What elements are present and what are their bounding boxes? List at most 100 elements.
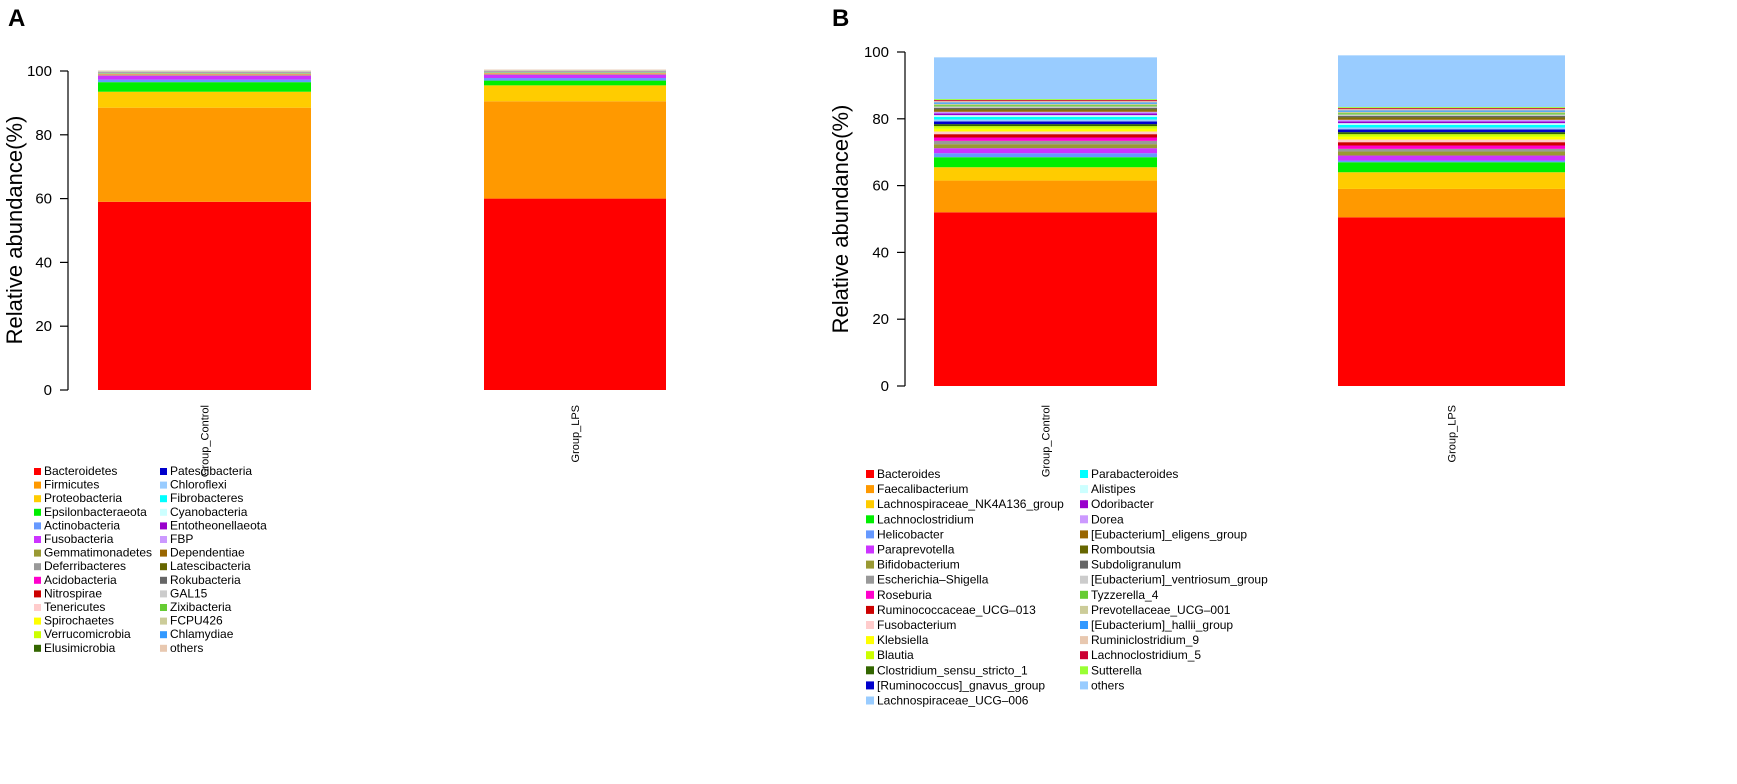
panel-b-bar-segment	[1338, 121, 1565, 124]
panel-b-bar-segment	[934, 137, 1157, 141]
panel-b-legend-label: [Eubacterium]_ventriosum_group	[1091, 573, 1268, 587]
panel-b-legend-label: Roseburia	[877, 588, 932, 602]
panel-b-legend-swatch	[866, 515, 874, 524]
panel-a-category-label: Group_Control	[200, 405, 212, 477]
panel-a-legend-swatch	[34, 604, 41, 611]
panel-a-legend-label: Chlamydiae	[170, 627, 234, 641]
panel-b-chart: 0 20 40 60 80 100 Group_Control Group_LPS Bacter…	[864, 44, 1565, 708]
panel-b-legend-label: Faecalibacterium	[877, 482, 968, 496]
panel-b-legend-label: Fusobacterium	[877, 618, 956, 632]
panel-b-legend-label: [Eubacterium]_hallii_group	[1091, 618, 1233, 632]
panel-a-bar-segment	[98, 70, 311, 72]
panel-b-legend-swatch	[1080, 575, 1088, 584]
panel-b-bar-segment	[1338, 110, 1565, 112]
panel-a-legend-swatch	[160, 617, 167, 625]
panel-b-legend-swatch	[866, 681, 874, 690]
panel-b-bar-segment	[934, 102, 1157, 104]
panel-a-legend-swatch	[34, 522, 41, 530]
panel-a-legend-label: Firmicutes	[44, 478, 99, 492]
panel-a-legend-swatch	[34, 576, 41, 584]
panel-a-legend-label: Latescibacteria	[170, 559, 251, 573]
panel-a-legend-label: Verrucomicrobia	[44, 627, 131, 641]
panel-b-legend-swatch	[1080, 530, 1088, 539]
panel-b-bar-segment	[1338, 124, 1565, 128]
panel-a-legend-label: FCPU426	[170, 614, 223, 628]
panel-b-legend-swatch	[1080, 636, 1088, 645]
panel-b-bar-segment	[1338, 113, 1565, 115]
panel-b-category-label: Group_LPS	[1447, 405, 1459, 462]
panel-b-legend-swatch	[1080, 590, 1088, 599]
panel-b-y-tick-label: 0	[881, 378, 889, 395]
panel-b-legend-swatch	[1080, 545, 1088, 554]
panel-b-bar-segment	[934, 157, 1157, 168]
panel-a-legend-swatch	[34, 481, 41, 489]
panel-a-legend-swatch	[160, 563, 167, 571]
panel-b-legend-swatch	[866, 560, 874, 569]
panel-a-legend-swatch	[160, 481, 167, 489]
panel-a-legend-swatch	[34, 617, 41, 625]
panel-b-bar-segment	[1338, 217, 1565, 386]
panel-b-bar-segment	[1338, 139, 1565, 143]
panel-b-legend-label: Lachnospiraceae_NK4A136_group	[877, 497, 1064, 511]
panel-b-bar-segment	[1338, 136, 1565, 140]
panel-a-bar-segment	[98, 79, 311, 83]
panel-a-bar-segment	[484, 69, 666, 71]
panel-a-legend-swatch	[160, 576, 167, 584]
panel-b-legend-label: Lachnospiraceae_UCG–006	[877, 694, 1029, 708]
panel-b-bar-segment	[934, 180, 1157, 213]
panel-b-bar-segment	[1338, 123, 1565, 125]
panel-b-bar-segment	[934, 140, 1157, 145]
panel-a-bar-segment	[98, 82, 311, 92]
panel-a-legend-swatch	[160, 522, 167, 530]
panel-b-legend-label: Alistipes	[1091, 482, 1136, 496]
panel-b-legend-label: Tyzzerella_4	[1091, 588, 1159, 602]
panel-b-legend-swatch	[1080, 500, 1088, 509]
panel-a-y-tick-label: 40	[35, 254, 52, 271]
panel-b-bar-segment	[934, 131, 1157, 135]
panel-a-legend-label: Zixibacteria	[170, 600, 232, 614]
panel-a-legend-label: Spirochaetes	[44, 614, 114, 628]
panel-b-legend-label: Ruminiclostridium_9	[1091, 633, 1199, 647]
panel-b-bar-segment	[1338, 162, 1565, 173]
panel-a-legend-label: Elusimicrobia	[44, 641, 116, 655]
panel-a-legend-label: Entotheonellaeota	[170, 518, 267, 532]
panel-b-legend-label: Lachnoclostridium_5	[1091, 648, 1201, 662]
panel-a-legend-label: others	[170, 641, 203, 655]
panel-b-bar-segment	[934, 144, 1157, 149]
panel-b-bar-segment	[934, 106, 1157, 108]
panel-b-y-tick-label: 20	[872, 311, 889, 328]
panel-b-bar-segment	[934, 107, 1157, 110]
panel-b-legend-swatch	[1080, 560, 1088, 569]
panel-a-legend-label: Actinobacteria	[44, 518, 120, 532]
panel-a-legend-label: Fusobacteria	[44, 532, 114, 546]
panel-b-bar-segment	[1338, 108, 1565, 110]
panel-a-bar-segment	[98, 75, 311, 80]
panel-b-legend-label: others	[1091, 678, 1124, 692]
panel-b-legend-swatch	[1080, 681, 1088, 690]
panel-b-bar-segment	[934, 167, 1157, 181]
panel-a-legend-label: Acidobacteria	[44, 573, 117, 587]
panel-b-legend-swatch	[866, 470, 874, 478]
panel-b-legend-swatch	[866, 575, 874, 584]
panel-b-legend-swatch	[1080, 605, 1088, 614]
panel-a-legend-label: Epsilonbacteraeota	[44, 505, 147, 519]
panel-b-bar-segment	[934, 153, 1157, 158]
panel-a-legend-swatch	[34, 468, 41, 475]
panel-b-legend-swatch	[1080, 666, 1088, 675]
panel-a-y-tick-label: 0	[44, 382, 52, 399]
panel-b-y-tick-label: 80	[872, 111, 889, 128]
panel-a-y-tick-label: 80	[35, 127, 52, 144]
panel-a-legend-swatch	[160, 644, 167, 652]
panel-b-bar-segment	[1338, 111, 1565, 114]
panel-b-legend-swatch	[866, 545, 874, 554]
panel-a-legend-swatch	[160, 468, 167, 475]
panel-b-legend-label: Blautia	[877, 648, 914, 662]
panel-a-legend-swatch	[34, 508, 41, 516]
panel-b-bar-segment	[1338, 160, 1565, 163]
panel-a-legend-label: Gemmatimonadetes	[44, 546, 152, 560]
panel-a-y-tick-label: 60	[35, 191, 52, 208]
panel-b-legend-swatch	[1080, 470, 1088, 478]
panel-b-bar-segment	[934, 110, 1157, 112]
panel-a-ylabel: Relative abundance(%)	[2, 116, 27, 345]
panel-b-bar-segment	[934, 100, 1157, 102]
